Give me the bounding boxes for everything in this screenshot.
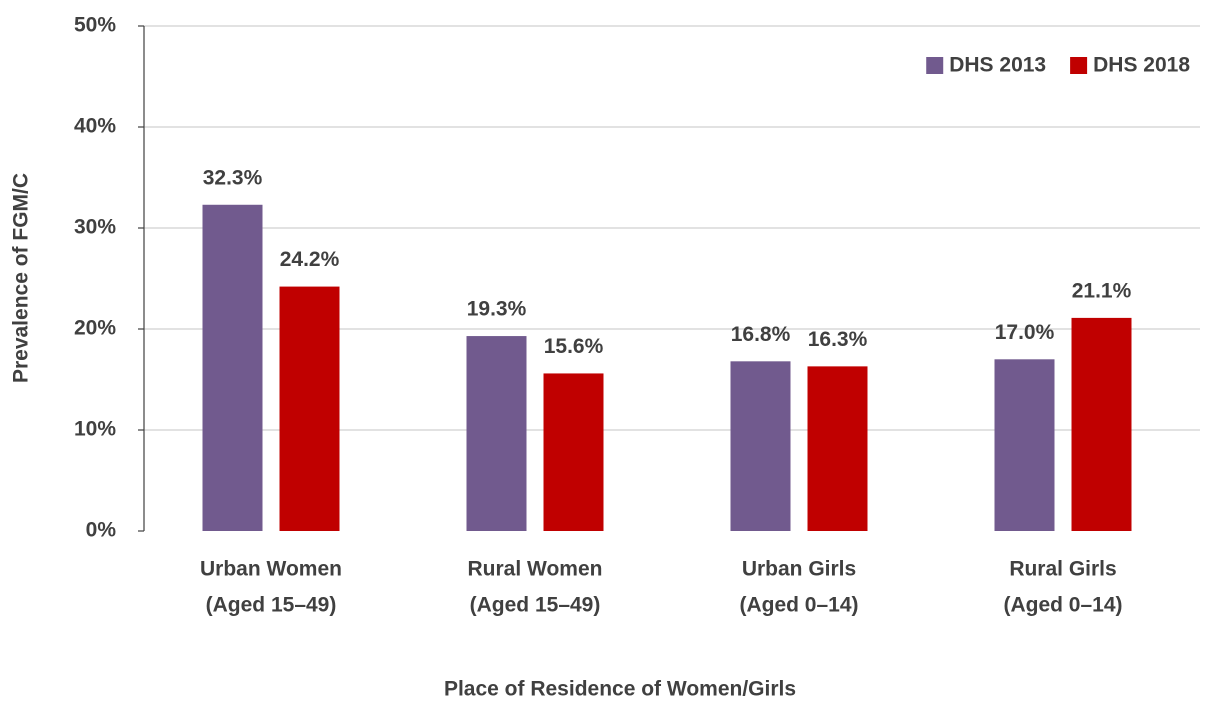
x-tick-label: Rural Women	[468, 558, 603, 581]
x-tick-label: (Aged 0–14)	[1003, 594, 1122, 617]
bar	[807, 366, 868, 531]
x-tick-label: (Aged 15–49)	[470, 594, 601, 617]
x-tick-label: Urban Girls	[742, 558, 856, 581]
bar	[1071, 317, 1132, 531]
bar	[730, 361, 791, 531]
value-label: 16.8%	[731, 323, 791, 346]
x-tick-label: Urban Women	[200, 558, 342, 581]
x-tick-label: (Aged 15–49)	[206, 594, 337, 617]
value-label: 24.2%	[280, 248, 340, 271]
y-axis-title: Prevalence of FGM/C	[10, 173, 33, 383]
y-tick-label: 30%	[74, 216, 116, 239]
legend-label: DHS 2018	[1093, 54, 1190, 77]
y-tick-label: 20%	[74, 317, 116, 340]
y-tick-label: 10%	[74, 418, 116, 441]
x-tick-label: (Aged 0–14)	[739, 594, 858, 617]
value-label: 16.3%	[808, 328, 868, 351]
legend-swatch	[926, 57, 944, 74]
value-label: 19.3%	[467, 298, 527, 321]
y-tick-label: 0%	[86, 519, 117, 542]
value-label: 15.6%	[544, 335, 604, 358]
bar	[466, 336, 527, 531]
value-label: 21.1%	[1072, 279, 1132, 302]
bar	[279, 286, 340, 531]
bar	[202, 204, 263, 531]
bar	[994, 359, 1055, 531]
value-label: 17.0%	[995, 321, 1055, 344]
y-tick-label: 40%	[74, 115, 116, 138]
bar	[543, 373, 604, 531]
legend-label: DHS 2013	[949, 54, 1046, 77]
x-axis-title: Place of Residence of Women/Girls	[444, 678, 796, 701]
value-label: 32.3%	[203, 166, 263, 189]
legend-swatch	[1070, 57, 1088, 74]
x-tick-label: Rural Girls	[1009, 558, 1116, 581]
y-tick-label: 50%	[74, 14, 116, 37]
